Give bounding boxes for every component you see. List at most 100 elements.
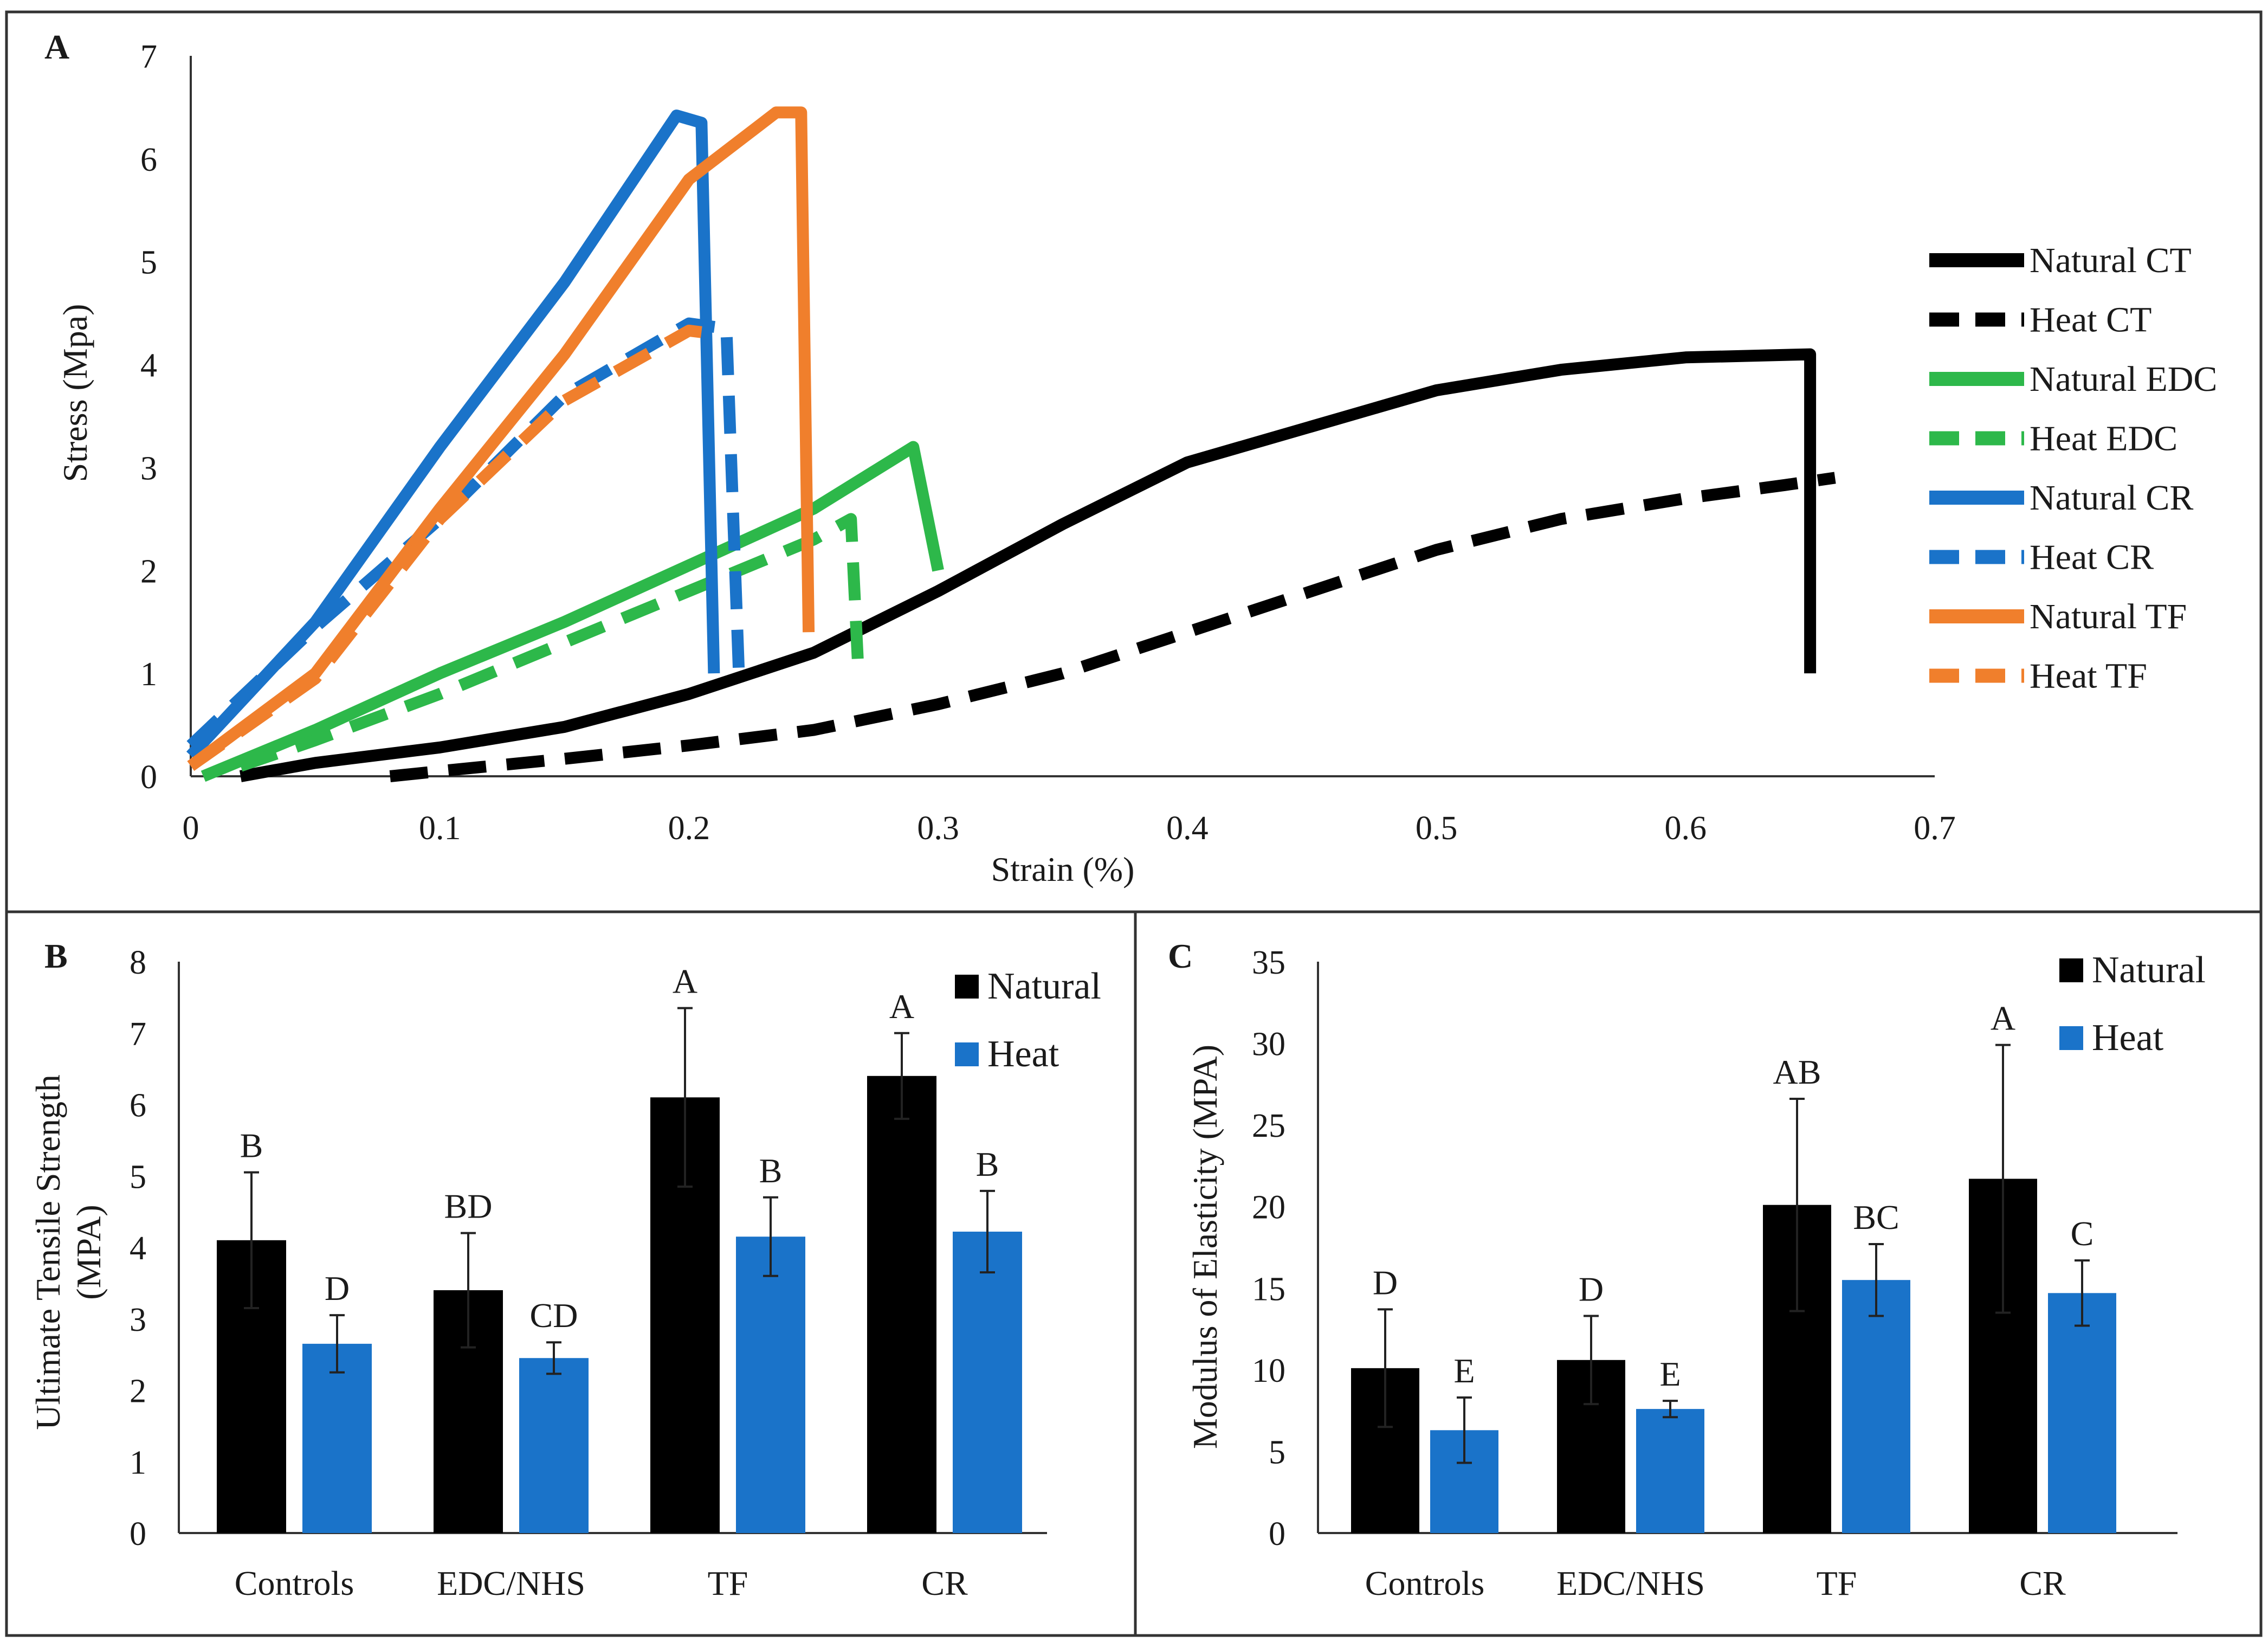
significance-label-natural-edc-nhs: BD	[444, 1187, 493, 1226]
bar-heat-cr	[2048, 1293, 2116, 1533]
panel-a-x-tick-label: 0.6	[1665, 810, 1707, 847]
panel-b-category-labels: Controls EDC/NHS TF CR	[235, 1564, 968, 1602]
significance-label-natural-tf: A	[673, 962, 697, 1001]
bar-heat-tf	[1842, 1280, 1910, 1533]
category-label-edc-nhs: EDC/NHS	[437, 1564, 585, 1602]
panel-b-y-tick-labels: 0 1 2 3 4 5 6 7 8	[130, 944, 146, 1553]
figure-frame	[5, 10, 2263, 1637]
legend-label-natural-ct: Natural CT	[2030, 241, 2192, 280]
panel-a-y-tick-label: 2	[140, 553, 157, 590]
legend-label-natural-tf: Natural TF	[2030, 597, 2187, 636]
panel-c-y-tick-label: 30	[1252, 1026, 1285, 1063]
bar-natural-cr	[867, 1076, 936, 1533]
category-label-tf: TF	[1817, 1564, 1857, 1602]
legend-label-natural-edc: Natural EDC	[2030, 359, 2217, 399]
category-label-cr: CR	[921, 1564, 968, 1602]
series-line-natural-ct	[239, 348, 1817, 782]
category-label-tf: TF	[708, 1564, 748, 1602]
legend-swatch-natural	[2059, 958, 2083, 982]
panel-c-y-tick-label: 10	[1252, 1353, 1285, 1389]
panel-c-y-tick-label: 15	[1252, 1271, 1285, 1308]
panel-a-axes	[190, 56, 1935, 777]
significance-label-heat-edc-nhs: CD	[530, 1296, 578, 1335]
panel-b-y-tick-label: 6	[130, 1087, 146, 1124]
panel-b-y-tick-label: 5	[130, 1158, 146, 1195]
legend-label-heat: Heat	[2092, 1017, 2164, 1059]
panel-c-y-tick-label: 20	[1252, 1189, 1285, 1226]
panel-a-x-tick-label: 0.3	[917, 810, 959, 847]
significance-label-natural-controls: D	[1373, 1263, 1398, 1302]
panel-b-y-axis-label-line1: Ultimate Tensile Strength	[29, 1074, 67, 1430]
panel-a-x-tick-label: 0.5	[1416, 810, 1458, 847]
panel-a-y-tick-label: 1	[140, 656, 157, 693]
series-line-heat-ct	[389, 472, 1836, 782]
panel-a-x-tick-label: 0	[183, 810, 199, 847]
panel-b-y-tick-label: 1	[130, 1444, 146, 1481]
significance-label-natural-cr: A	[889, 987, 914, 1026]
panel-a-series-lines	[186, 106, 1836, 782]
panel-b-y-tick-label: 4	[130, 1230, 146, 1267]
legend-label-natural: Natural	[987, 965, 1101, 1007]
panel-a-letter: A	[44, 28, 69, 66]
panel-a-y-tick-label: 7	[140, 38, 157, 75]
bar-heat-cr	[953, 1232, 1022, 1533]
legend-label-heat-cr: Heat CR	[2030, 538, 2154, 577]
panel-b-legend: Natural Heat	[955, 965, 1101, 1075]
category-label-controls: Controls	[1365, 1564, 1484, 1602]
panel-a-y-axis-label: Stress (Mpa)	[56, 304, 94, 482]
legend-label-heat-tf: Heat TF	[2030, 656, 2147, 696]
panel-a-y-tick-label: 6	[140, 141, 157, 178]
significance-label-natural-edc-nhs: D	[1579, 1270, 1604, 1308]
panel-a: A 0 1 2 3 4 5 6 7 0 0.1 0.2 0.3 0.4 0.5 0.6 0.7 Natura…	[44, 28, 2217, 888]
significance-label-heat-cr: C	[2071, 1214, 2094, 1253]
panel-a-x-tick-label: 0.7	[1914, 810, 1956, 847]
panel-c-y-tick-label: 0	[1269, 1516, 1285, 1553]
category-label-edc-nhs: EDC/NHS	[1556, 1564, 1705, 1602]
panel-c: C 0 5 10 15 20 25 30 35 D E D E AB BC A C Controls EDC/…	[1168, 937, 2206, 1602]
panel-c-category-labels: Controls EDC/NHS TF CR	[1365, 1564, 2066, 1602]
significance-label-natural-cr: A	[1991, 999, 2015, 1038]
panel-a-y-tick-label: 3	[140, 450, 157, 487]
panel-a-y-tick-label: 5	[140, 244, 157, 281]
panel-c-letter: C	[1168, 937, 1193, 975]
panel-c-legend: Natural Heat	[2059, 949, 2206, 1059]
bar-heat-controls	[302, 1343, 372, 1533]
category-label-controls: Controls	[235, 1564, 354, 1602]
significance-label-heat-controls: E	[1453, 1351, 1475, 1390]
category-label-cr: CR	[2019, 1564, 2066, 1602]
panel-b-y-tick-label: 8	[130, 944, 146, 981]
panel-b-y-tick-label: 7	[130, 1016, 146, 1053]
panel-c-bars: D E D E AB BC A C	[1351, 999, 2116, 1533]
panel-c-y-tick-label: 25	[1252, 1107, 1285, 1144]
panel-a-y-tick-label: 4	[140, 347, 157, 384]
significance-label-heat-edc-nhs: E	[1659, 1355, 1681, 1393]
significance-label-heat-cr: B	[976, 1145, 999, 1183]
panel-a-y-tick-label: 0	[140, 759, 157, 796]
legend-swatch-heat	[2059, 1026, 2083, 1050]
significance-label-heat-controls: D	[325, 1269, 350, 1308]
bar-heat-edc-nhs	[1636, 1409, 1704, 1533]
significance-label-natural-controls: B	[240, 1126, 263, 1165]
panel-a-y-tick-labels: 0 1 2 3 4 5 6 7	[140, 38, 157, 796]
series-line-heat-tf	[187, 324, 715, 771]
panel-b-y-tick-label: 3	[130, 1302, 146, 1338]
series-line-natural-edc	[201, 441, 944, 782]
series-line-heat-edc	[238, 513, 864, 772]
significance-label-heat-tf: B	[759, 1151, 783, 1190]
panel-a-x-tick-label: 0.2	[668, 810, 710, 847]
panel-a-legend: Natural CT Heat CT Natural EDC Heat EDC Natu…	[1929, 241, 2217, 696]
panel-a-x-tick-labels: 0 0.1 0.2 0.3 0.4 0.5 0.6 0.7	[183, 810, 1956, 847]
series-line-natural-cr	[186, 110, 720, 760]
panel-b-y-tick-label: 2	[130, 1373, 146, 1410]
legend-label-heat: Heat	[987, 1033, 1059, 1075]
legend-label-natural-cr: Natural CR	[2030, 478, 2193, 518]
legend-label-heat-ct: Heat CT	[2030, 300, 2151, 340]
panel-b-y-tick-label: 0	[130, 1516, 146, 1553]
legend-swatch-heat	[955, 1042, 979, 1066]
legend-label-heat-edc: Heat EDC	[2030, 419, 2177, 459]
panel-a-x-tick-label: 0.4	[1166, 810, 1209, 847]
significance-label-natural-tf: AB	[1773, 1053, 1821, 1091]
